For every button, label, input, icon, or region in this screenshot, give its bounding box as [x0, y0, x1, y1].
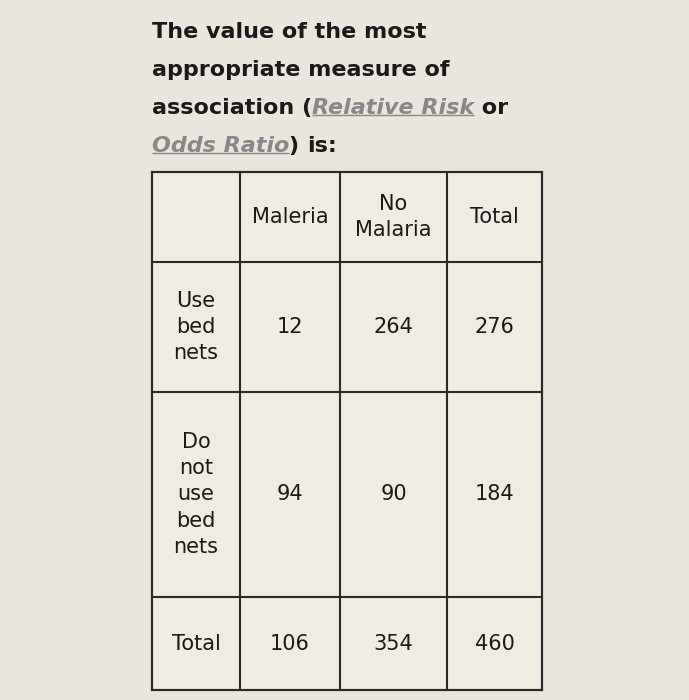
- Text: 12: 12: [277, 317, 303, 337]
- Text: No
Malaria: No Malaria: [356, 194, 432, 240]
- Text: Use
bed
nets: Use bed nets: [174, 290, 218, 363]
- Text: Total: Total: [470, 207, 519, 227]
- Text: Maleria: Maleria: [251, 207, 329, 227]
- Bar: [152, 172, 542, 690]
- Text: association (: association (: [152, 98, 312, 118]
- Text: Total: Total: [172, 634, 220, 654]
- Text: or: or: [474, 98, 508, 118]
- Text: 94: 94: [277, 484, 303, 505]
- Text: 354: 354: [373, 634, 413, 654]
- Text: 184: 184: [475, 484, 514, 505]
- Text: 264: 264: [373, 317, 413, 337]
- Text: Odds Ratio: Odds Ratio: [152, 136, 289, 156]
- Text: Do
not
use
bed
nets: Do not use bed nets: [174, 432, 218, 557]
- Text: 90: 90: [380, 484, 407, 505]
- Text: 276: 276: [475, 317, 515, 337]
- Text: The value of the most: The value of the most: [152, 22, 426, 42]
- Text: 460: 460: [475, 634, 515, 654]
- Text: Relative Risk: Relative Risk: [312, 98, 474, 118]
- Text: ): ): [289, 136, 307, 156]
- Text: appropriate measure of: appropriate measure of: [152, 60, 449, 80]
- Text: 106: 106: [270, 634, 310, 654]
- Text: is:: is:: [307, 136, 337, 156]
